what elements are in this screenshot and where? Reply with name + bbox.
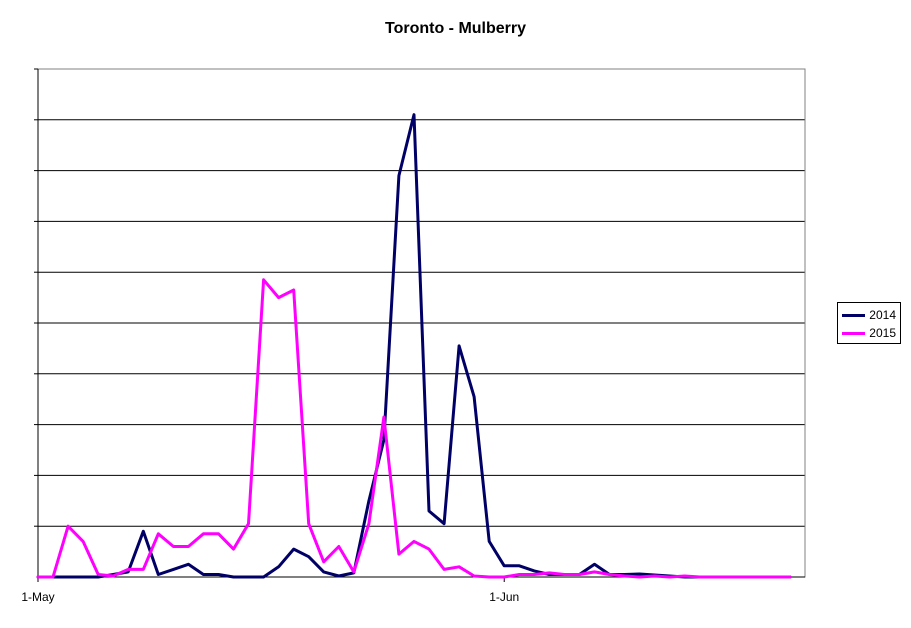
- chart-title: Toronto - Mulberry: [384, 20, 527, 37]
- legend-item-2015: 2015: [842, 324, 896, 342]
- legend-label-2014: 2014: [869, 308, 896, 322]
- series-lines: [36, 113, 792, 579]
- tick-labels: 1-May 1-Jun: [21, 590, 519, 604]
- axes: [34, 68, 806, 582]
- series-line-2014: [36, 113, 792, 579]
- x-tick-label: 1-May: [21, 590, 54, 604]
- legend: 2014 2015: [837, 302, 901, 344]
- series-line-2015: [36, 278, 792, 579]
- x-tick-label: 1-Jun: [489, 590, 519, 604]
- legend-swatch-2014: [842, 313, 866, 317]
- legend-swatch-2015: [842, 331, 866, 335]
- legend-label-2015: 2015: [869, 326, 896, 340]
- legend-item-2014: 2014: [842, 306, 896, 324]
